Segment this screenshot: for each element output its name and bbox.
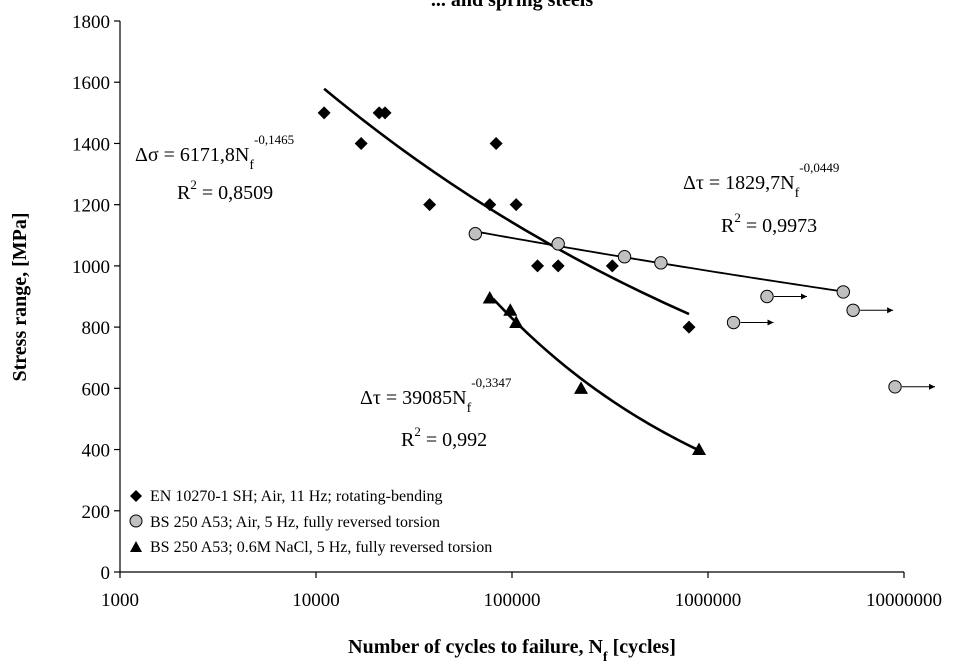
data-point-series-3 — [574, 381, 589, 394]
x-tick-label: 1000000 — [675, 590, 742, 611]
data-point-series-3 — [509, 315, 524, 329]
data-point-series-1 — [551, 259, 565, 273]
r2-series-3-sup: 2 — [414, 424, 421, 439]
y-tick-label: 200 — [82, 502, 111, 523]
legend-label-2: BS 250 A53; Air, 5 Hz, fully reversed to… — [150, 514, 440, 531]
x-tick-label: 1000 — [101, 590, 139, 611]
x-axis-title-suffix: [cycles] — [608, 636, 676, 658]
data-point-series-1 — [378, 106, 392, 120]
eq-series-1-lhs: Δσ = 6171,8N — [135, 144, 249, 166]
x-tick-label: 100000 — [484, 590, 541, 611]
r2-series-1-value: = 0,8509 — [197, 182, 273, 204]
y-axis-title: Stress range, [MPa] — [9, 212, 31, 381]
data-point-series-1 — [354, 136, 368, 150]
r2-series-3-value: = 0,992 — [421, 429, 487, 451]
eq-series-3-sup: -0,3347 — [471, 375, 512, 390]
data-point-series-1 — [682, 320, 696, 334]
x-axis-title-sub: f — [603, 650, 608, 664]
data-point-series-1 — [483, 198, 497, 212]
data-point-series-1 — [489, 136, 503, 150]
data-point-series-2 — [468, 227, 483, 241]
runout-point-series-2 — [760, 289, 774, 304]
data-point-series-3 — [503, 303, 518, 316]
y-tick-label: 0 — [101, 563, 111, 584]
eq-series-3-sub: f — [467, 401, 472, 416]
y-tick-label: 800 — [82, 318, 111, 339]
data-point-series-1 — [605, 259, 619, 273]
data-point-series-1 — [317, 106, 331, 120]
y-axis-ticks: 0 200 400 600 800 1000 1200 1400 1600 1800 — [72, 12, 120, 584]
chart-title: ... and spring steels — [431, 0, 593, 11]
data-point-series-3 — [482, 291, 497, 304]
r2-series-1-sup: 2 — [190, 177, 197, 192]
x-axis-ticks: 1000 10000 100000 1000000 10000000 — [101, 572, 942, 611]
data-point-series-2 — [617, 250, 632, 264]
data-point-series-2 — [836, 285, 850, 299]
r2-series-2: R2 = 0,9973 — [721, 210, 817, 237]
y-tick-label: 600 — [82, 379, 111, 400]
y-tick-label: 400 — [82, 441, 111, 462]
runout-point-series-2 — [888, 380, 902, 394]
x-tick-label: 10000000 — [866, 590, 942, 611]
runout-arrow-head — [767, 319, 774, 326]
eq-series-3: Δτ = 39085Nf -0,3347 — [360, 375, 512, 416]
legend-marker-circle — [129, 514, 143, 528]
runout-arrows — [740, 293, 936, 390]
y-tick-label: 1200 — [72, 196, 110, 217]
eq-series-1: Δσ = 6171,8Nf-0,1465 — [135, 132, 294, 173]
r2-series-2-sup: 2 — [734, 210, 741, 225]
r2-series-2-label: R — [721, 215, 735, 237]
legend-label-3: BS 250 A53; 0.6M NaCl, 5 Hz, fully rever… — [150, 539, 492, 556]
data-point-series-1 — [531, 259, 545, 273]
trendline-series-3 — [492, 297, 700, 452]
x-axis-title-main: Number of cycles to failure, N — [348, 636, 603, 658]
r2-series-3-label: R — [401, 429, 415, 451]
legend-marker-triangle — [130, 541, 142, 552]
x-axis-title: Number of cycles to failure, Nf [cycles] — [348, 636, 676, 664]
data-point-series-2 — [551, 237, 565, 251]
data-point-series-1 — [423, 198, 437, 212]
data-point-series-1 — [509, 198, 523, 212]
runout-arrow-head — [887, 307, 894, 314]
legend: EN 10270-1 SH; Air, 11 Hz; rotating-bend… — [129, 488, 492, 556]
r2-series-3: R2 = 0,992 — [401, 424, 487, 451]
data-markers — [317, 106, 902, 456]
eq-series-1-sub: f — [249, 158, 254, 173]
legend-item-1: EN 10270-1 SH; Air, 11 Hz; rotating-bend… — [130, 488, 443, 505]
r2-series-1-label: R — [177, 182, 191, 204]
runout-point-series-2 — [846, 303, 860, 317]
y-tick-label: 1000 — [72, 257, 110, 278]
data-point-series-2 — [654, 256, 668, 270]
legend-label-1: EN 10270-1 SH; Air, 11 Hz; rotating-bend… — [150, 488, 443, 505]
eq-series-2: Δτ = 1829,7Nf -0,0449 — [683, 160, 839, 201]
eq-series-2-lhs: Δτ = 1829,7N — [683, 172, 795, 194]
eq-series-3-lhs: Δτ = 39085N — [360, 387, 467, 409]
r2-series-1: R2 = 0,8509 — [177, 177, 273, 204]
data-point-series-3 — [692, 442, 707, 456]
x-tick-label: 10000 — [292, 590, 340, 611]
eq-series-2-sup: -0,0449 — [799, 160, 839, 175]
legend-item-3: BS 250 A53; 0.6M NaCl, 5 Hz, fully rever… — [130, 539, 492, 556]
eq-series-1-sup: -0,1465 — [254, 132, 294, 147]
runout-arrow-head — [801, 293, 808, 300]
legend-marker-diamond — [130, 490, 142, 502]
runout-arrow-head — [929, 383, 936, 390]
y-tick-label: 1800 — [72, 12, 110, 33]
y-tick-label: 1400 — [72, 134, 110, 155]
r2-series-2-value: = 0,9973 — [741, 215, 817, 237]
legend-item-2: BS 250 A53; Air, 5 Hz, fully reversed to… — [129, 514, 440, 531]
trendline-series-1 — [323, 87, 690, 316]
eq-series-2-sub: f — [795, 186, 800, 201]
runout-point-series-2 — [726, 315, 741, 330]
y-tick-label: 1600 — [72, 73, 110, 94]
